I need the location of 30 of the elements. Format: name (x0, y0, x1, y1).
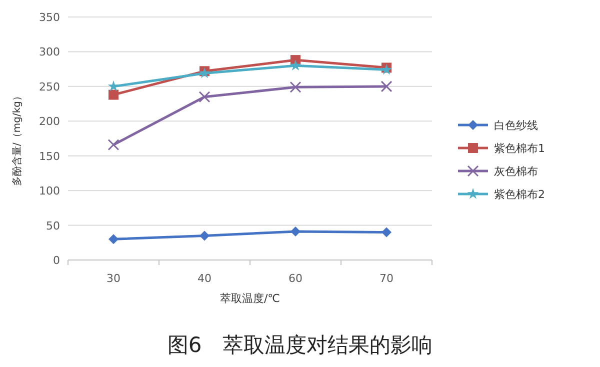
y-tick-label: 250 (39, 80, 60, 94)
point (290, 226, 300, 237)
y-tick-label: 350 (39, 11, 60, 24)
point (200, 230, 210, 241)
y-tick-label: 200 (39, 115, 60, 128)
point (290, 81, 302, 93)
point (382, 227, 392, 238)
x-tick-label: 70 (380, 272, 394, 285)
y-axis-title: 多酚含量/（mg/kg） (11, 91, 23, 186)
point (108, 139, 120, 150)
y-tick-label: 0 (53, 254, 60, 267)
x-tick-label: 60 (288, 272, 302, 285)
point (290, 60, 302, 70)
point (108, 234, 118, 244)
legend-label: 紫色棉布2 (494, 188, 545, 201)
legend-label: 紫色棉布1 (494, 142, 545, 155)
x-axis-title: 萃取温度/℃ (220, 292, 280, 305)
legend-label: 白色纱线 (494, 119, 538, 132)
y-tick-label: 100 (39, 184, 60, 198)
point (198, 91, 210, 103)
y-tick-label: 150 (39, 150, 60, 163)
point (108, 80, 120, 92)
x-tick-label: 30 (106, 272, 120, 285)
x-tick-label: 40 (198, 272, 212, 285)
point (380, 80, 392, 92)
text: 图6 萃取温度对结果的影响 (167, 333, 433, 357)
y-tick-label: 50 (46, 219, 60, 232)
legend-label: 灰色棉布 (494, 165, 538, 178)
point (108, 90, 118, 100)
y-tick-label: 300 (39, 46, 60, 59)
